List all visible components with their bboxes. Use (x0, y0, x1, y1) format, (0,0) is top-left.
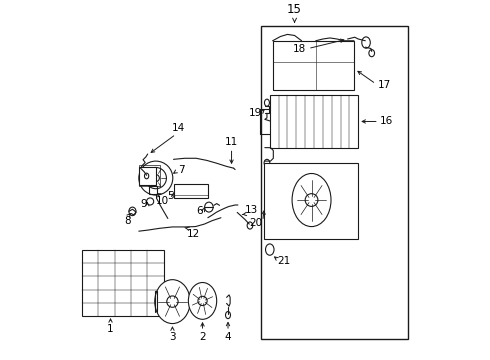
Text: 1: 1 (107, 324, 114, 334)
Text: 4: 4 (225, 332, 231, 342)
Bar (139, 165, 160, 186)
Bar (173, 184, 208, 198)
Text: 5: 5 (167, 191, 173, 201)
Text: 12: 12 (187, 229, 200, 239)
Bar (82, 249, 164, 316)
Text: 14: 14 (172, 123, 185, 133)
Bar (149, 186, 156, 194)
Text: 16: 16 (380, 117, 393, 126)
Text: 19: 19 (249, 108, 262, 118)
Text: 8: 8 (124, 216, 131, 226)
Ellipse shape (188, 283, 217, 319)
Text: 2: 2 (199, 332, 206, 342)
Text: 21: 21 (277, 256, 290, 266)
Text: 9: 9 (140, 199, 147, 208)
Text: 13: 13 (245, 205, 258, 215)
Bar (265, 163, 358, 239)
Text: 20: 20 (249, 218, 262, 228)
Text: 3: 3 (169, 332, 176, 342)
Text: 7: 7 (178, 165, 185, 175)
Text: 15: 15 (287, 3, 302, 16)
Text: 18: 18 (293, 44, 306, 54)
Bar (270, 95, 358, 148)
Bar (139, 167, 156, 185)
Bar (261, 26, 408, 339)
Ellipse shape (155, 280, 190, 324)
Text: 6: 6 (196, 206, 202, 216)
Text: 17: 17 (378, 80, 391, 90)
Text: 11: 11 (225, 137, 238, 147)
Polygon shape (272, 41, 354, 90)
Text: 10: 10 (156, 196, 169, 206)
